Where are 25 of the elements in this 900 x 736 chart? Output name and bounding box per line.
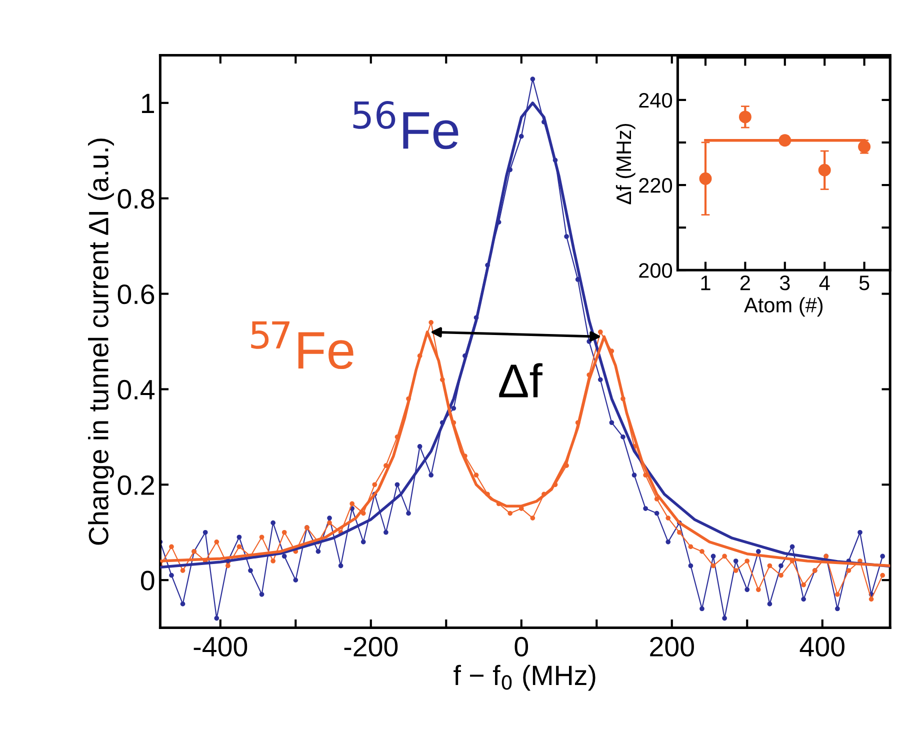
x-tick-label: 4 [819, 276, 830, 290]
y-tick-label: 0.4 [118, 380, 155, 400]
y-axis-title: Change in tunnel current ΔI (a.u.) [88, 138, 114, 545]
x-tick-label: 3 [780, 276, 790, 290]
y-tick-label: 0 [140, 570, 154, 590]
x-tick-label: -200 [344, 636, 398, 657]
y-tick-label: 200 [639, 263, 672, 278]
x-axis-title: Atom (#) [744, 297, 823, 317]
x-axis-title: f − f$_{0}$ (MHz) [454, 664, 596, 691]
x-tick-label: 5 [859, 276, 870, 290]
x-tick-label: 400 [800, 636, 844, 657]
y-tick-label: 0.6 [118, 284, 154, 304]
annotation: $^{57}$Fe [251, 321, 354, 370]
annotation: Δf [499, 363, 542, 398]
x-tick-label: 2 [740, 276, 750, 290]
x-tick-label: -400 [194, 636, 248, 657]
y-tick-label: 0.2 [118, 475, 154, 495]
y-tick-label: 0.8 [118, 189, 154, 209]
y-tick-label: 220 [639, 178, 672, 193]
annotation: $^{56}$Fe [353, 100, 458, 150]
y-tick-label: 240 [639, 92, 672, 108]
y-tick-label: 1 [142, 94, 154, 113]
x-tick-label: 1 [701, 276, 710, 290]
x-tick-label: 0 [514, 636, 528, 657]
y-axis-title: Δf (MHz) [616, 124, 636, 204]
